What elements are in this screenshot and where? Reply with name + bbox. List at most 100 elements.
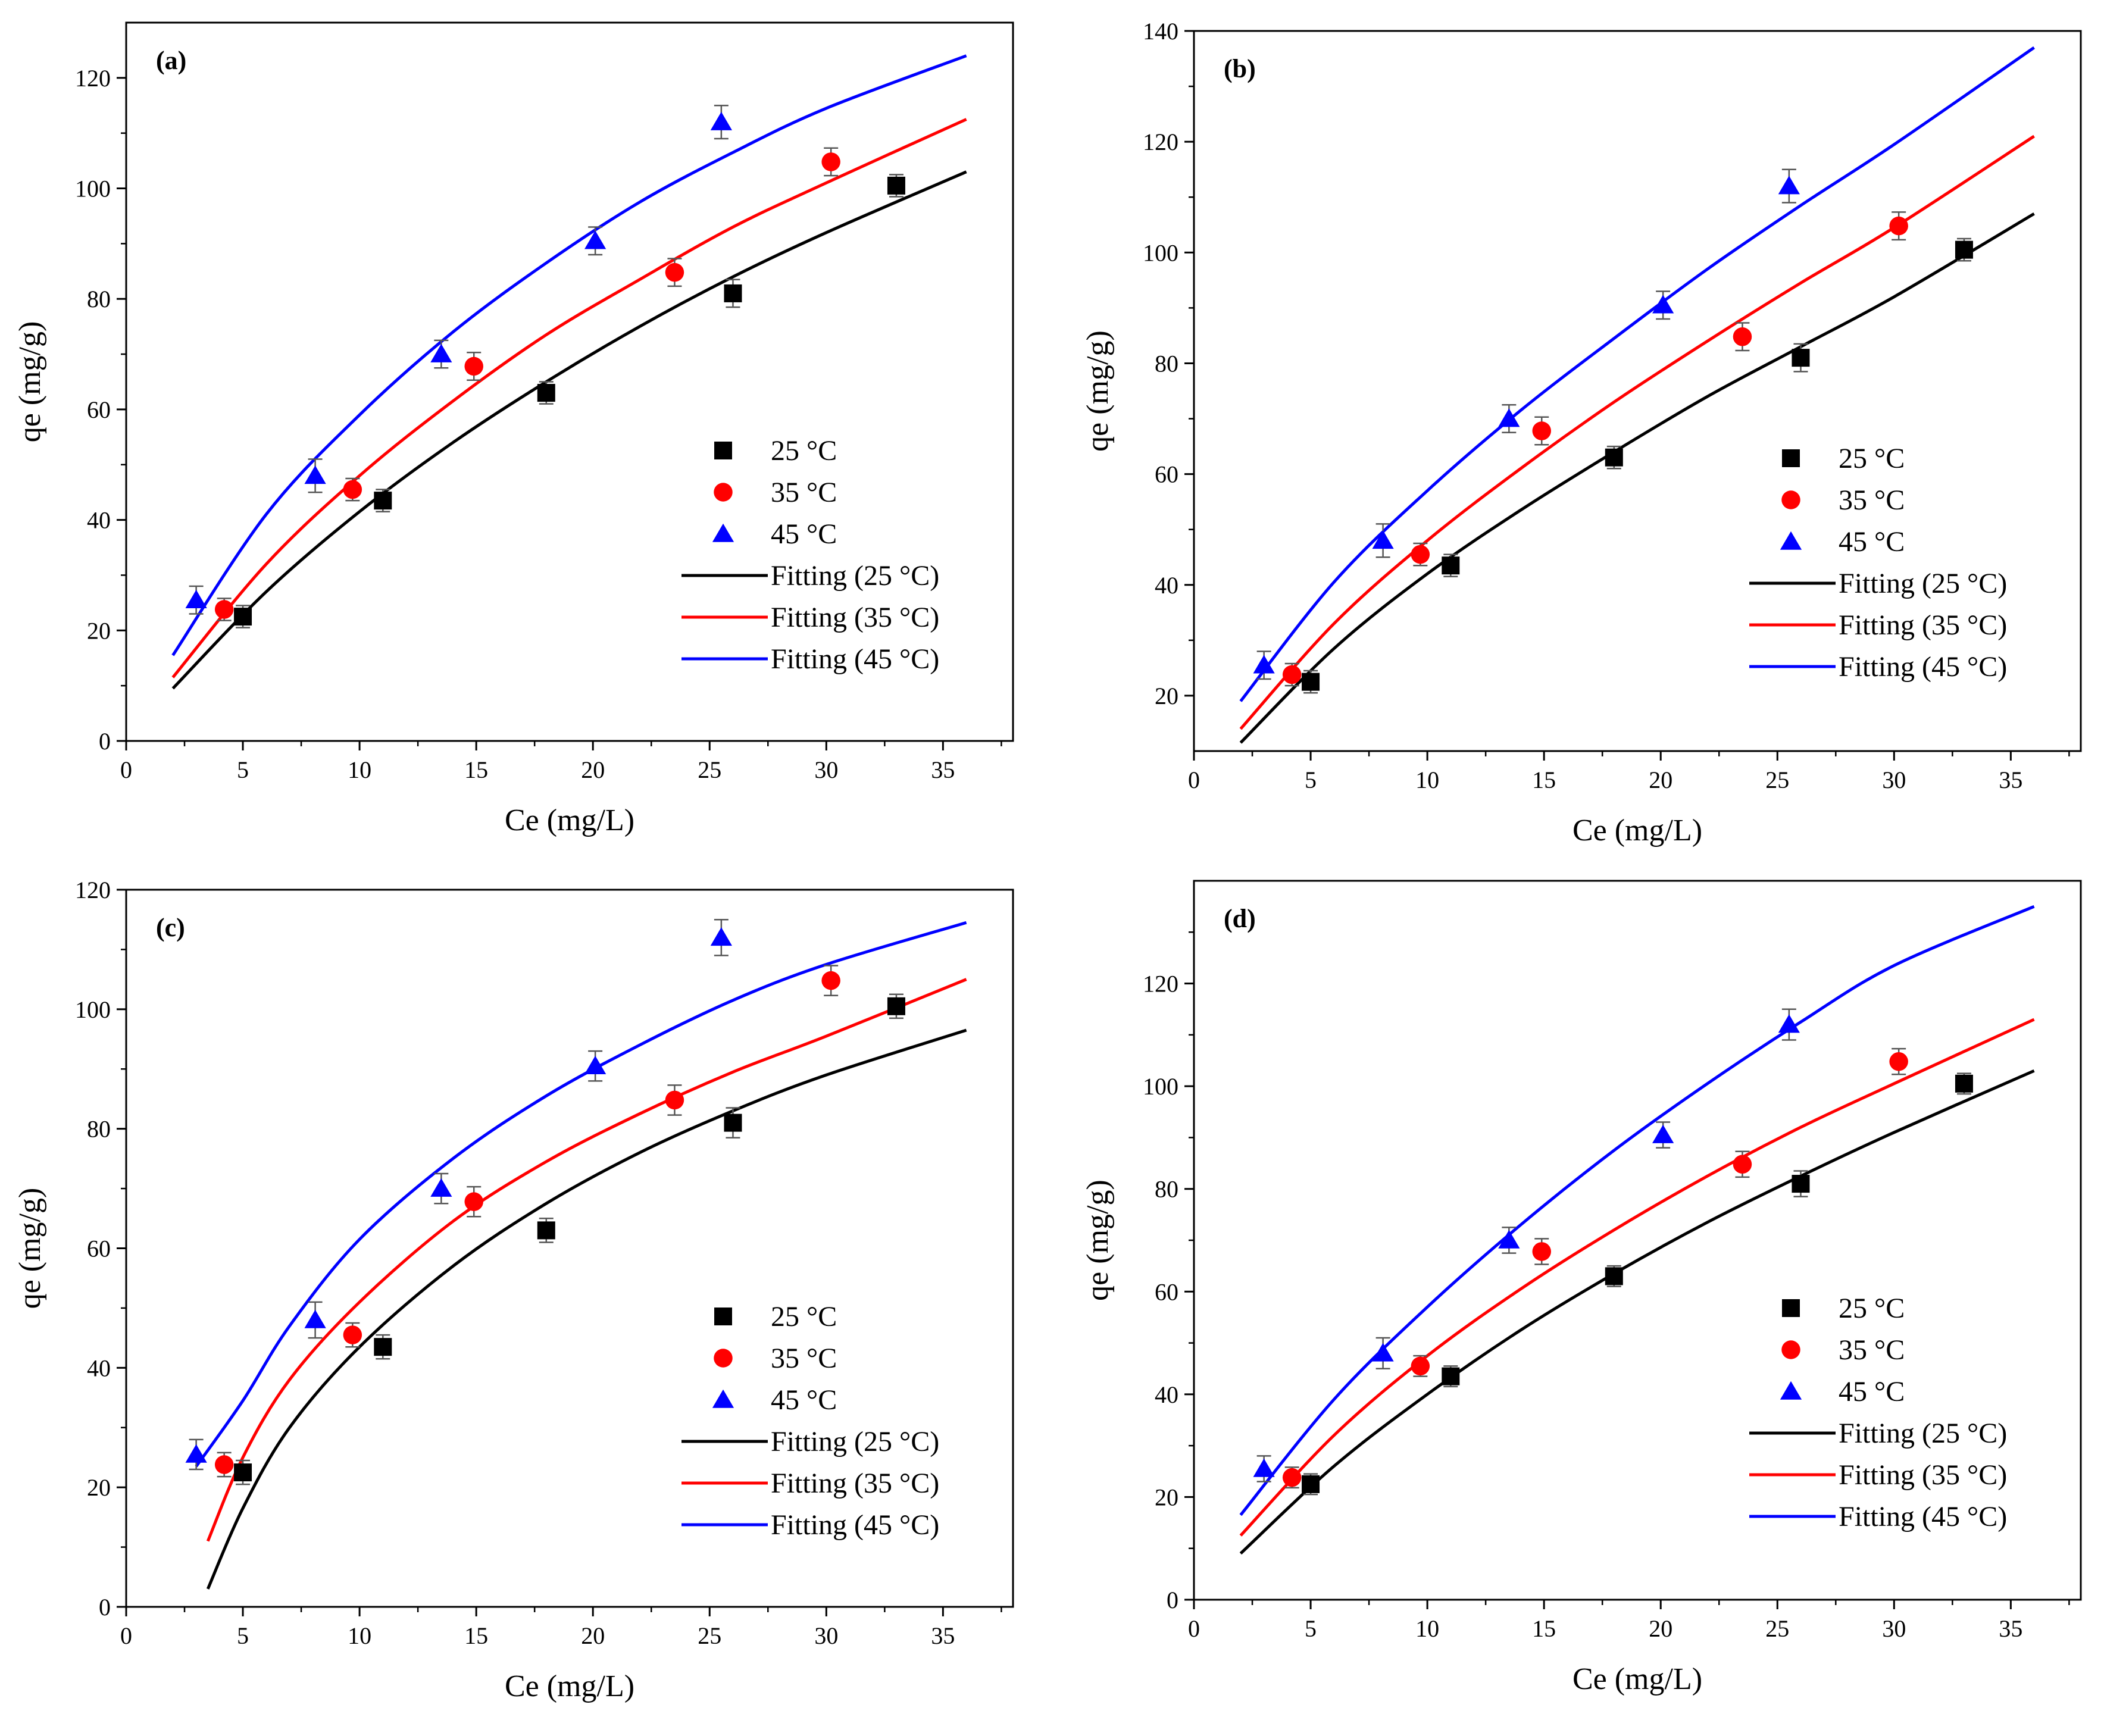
legend-label: 35 °C	[1839, 484, 1905, 516]
x-tick-label: 5	[1305, 1615, 1317, 1642]
legend-label: Fitting (35 °C)	[1839, 609, 2007, 641]
panel-d: 0 5 10 15 20 25 30 35 0 20 40 60 80 100 120 Ce (mg/L) qe…	[1081, 880, 2082, 1696]
y-axis-title: qe (mg/g)	[1081, 330, 1115, 452]
fit-curve	[1239, 134, 2035, 730]
data-point	[464, 1192, 483, 1211]
data-point	[234, 608, 252, 626]
data-point	[185, 589, 207, 609]
data-point	[1532, 421, 1551, 440]
data-point	[430, 343, 452, 362]
x-tick-label: 35	[1999, 1615, 2022, 1642]
fit-curve	[1239, 1018, 2035, 1537]
data-point	[584, 1055, 606, 1075]
y-tick-label: 60	[1155, 1278, 1178, 1305]
data-point	[1411, 545, 1430, 564]
x-tick-label: 5	[237, 1622, 249, 1649]
legend-label: 35 °C	[771, 1343, 837, 1374]
data-point	[1498, 1230, 1520, 1249]
x-tick-label: 10	[348, 1622, 371, 1649]
data-point	[887, 176, 905, 195]
legend-label: 45 °C	[771, 1384, 837, 1416]
data-point	[185, 1444, 207, 1463]
data-point	[1955, 240, 1973, 259]
y-tick-label: 80	[1155, 350, 1178, 377]
data-point	[1253, 655, 1275, 674]
data-point	[343, 1325, 362, 1344]
y-tick-label: 100	[1143, 239, 1178, 266]
x-tick-label: 15	[464, 756, 488, 783]
x-tick-label: 30	[814, 756, 838, 783]
y-tick-label: 40	[87, 507, 111, 534]
legend-label: Fitting (45 °C)	[1839, 651, 2007, 683]
panel-c: 0 5 10 15 20 25 30 35 0 20 40 60 80 100 120 Ce (mg/L) qe…	[13, 877, 1014, 1703]
x-tick-label: 35	[931, 1622, 955, 1649]
x-tick-label: 5	[237, 756, 249, 783]
panel-label: (c)	[156, 913, 185, 942]
data-point	[537, 1221, 555, 1240]
data-point	[1778, 1014, 1800, 1033]
x-tick-label: 10	[1415, 1615, 1439, 1642]
panel-label: (d)	[1224, 904, 1256, 933]
legend-marker	[714, 1308, 732, 1325]
y-tick-label: 100	[75, 996, 111, 1023]
data-point	[887, 997, 905, 1015]
data-point	[343, 480, 362, 499]
x-tick-label: 0	[120, 756, 132, 783]
fit-curve	[1239, 905, 2035, 1516]
data-point	[214, 600, 234, 619]
data-point	[584, 230, 606, 249]
x-axis-title: Ce (mg/L)	[1572, 1662, 1702, 1696]
y-tick-label: 140	[1143, 18, 1178, 45]
legend-label: 45 °C	[1839, 526, 1905, 558]
legend-marker	[1782, 1299, 1800, 1317]
x-tick-label: 35	[1999, 767, 2022, 793]
y-tick-label: 120	[75, 65, 111, 92]
plot-frame	[1193, 880, 2082, 1601]
y-axis-title: qe (mg/g)	[1081, 1180, 1115, 1301]
data-point	[1282, 1468, 1302, 1487]
fit-curve	[206, 978, 967, 1542]
data-point	[1532, 1242, 1551, 1261]
data-point	[1253, 1458, 1275, 1477]
legend-marker	[714, 1349, 733, 1368]
legend-label: 45 °C	[1839, 1376, 1905, 1407]
legend-label: 35 °C	[1839, 1334, 1905, 1366]
data-point	[1372, 1343, 1394, 1362]
legend-label: Fitting (45 °C)	[1839, 1501, 2007, 1532]
y-tick-label: 80	[87, 286, 111, 312]
fit-curve	[206, 1028, 967, 1590]
y-tick-label: 60	[87, 1235, 111, 1262]
legend-label: Fitting (35 °C)	[771, 1468, 939, 1499]
data-point	[821, 971, 840, 990]
x-tick-label: 25	[698, 1622, 721, 1649]
x-tick-label: 25	[698, 756, 721, 783]
data-point	[1302, 672, 1320, 691]
data-point	[374, 1338, 392, 1356]
data-point	[1442, 1367, 1460, 1385]
x-axis-title: Ce (mg/L)	[505, 803, 634, 837]
plot-frame	[125, 21, 1014, 742]
y-tick-label: 100	[75, 176, 111, 202]
x-tick-label: 20	[581, 756, 605, 783]
data-point	[1372, 530, 1394, 549]
plot-frame	[1193, 30, 2082, 752]
data-point	[1889, 1052, 1908, 1071]
data-point	[665, 1090, 684, 1110]
data-point	[1442, 556, 1460, 575]
data-point	[724, 284, 742, 302]
y-axis-title: qe (mg/g)	[13, 1188, 47, 1309]
x-tick-label: 0	[1188, 1615, 1200, 1642]
data-point	[1652, 1124, 1674, 1143]
x-tick-label: 35	[931, 756, 955, 783]
legend-label: 25 °C	[1839, 443, 1905, 474]
x-tick-label: 15	[464, 1622, 488, 1649]
fit-curve	[195, 921, 967, 1468]
legend-marker	[714, 483, 733, 502]
legend-marker	[714, 442, 732, 459]
data-point	[1652, 295, 1674, 314]
x-tick-label: 15	[1532, 1615, 1556, 1642]
data-point	[821, 152, 840, 171]
x-tick-label: 30	[814, 1622, 838, 1649]
legend-marker	[1781, 490, 1800, 509]
